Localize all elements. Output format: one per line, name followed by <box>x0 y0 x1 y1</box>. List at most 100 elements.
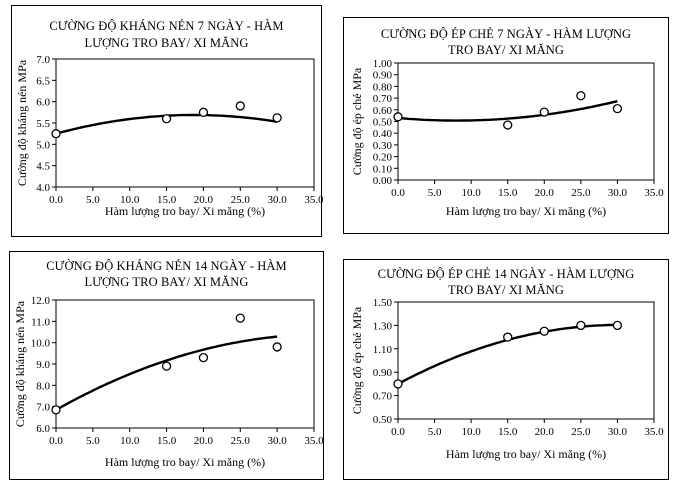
chart-title-line-1: CƯỜNG ĐỘ ÉP CHẺ 7 NGÀY - HÀM LƯỢNG <box>380 27 632 41</box>
y-tick-label: 4.5 <box>36 161 50 173</box>
x-tick-label: 15.0 <box>157 194 177 206</box>
y-tick-label: 0.00 <box>373 175 393 187</box>
y-axis-label: Cường độ kháng nén MPa <box>13 300 27 427</box>
plot-area <box>55 58 315 188</box>
x-tick-label: 5.0 <box>86 194 100 206</box>
x-tick-label: 30.0 <box>608 187 628 199</box>
y-tick-label: 1.30 <box>373 320 393 332</box>
data-point <box>503 120 513 130</box>
chart-title-line-2: TRO BAY/ XI MĂNG <box>447 283 565 297</box>
data-point <box>198 107 209 117</box>
y-tick-label: 10.0 <box>31 338 51 350</box>
x-tick-label: 5.0 <box>428 426 442 438</box>
x-tick-label: 15.0 <box>498 426 518 438</box>
chart-panel-compressive-14day: CƯỜNG ĐỘ KHÁNG NÉN 14 NGÀY - HÀM LƯỢNG T… <box>9 251 324 480</box>
x-tick-label: 30.0 <box>268 194 288 206</box>
data-point <box>576 91 586 101</box>
chart-title-line-2: LƯỢNG TRO BAY/ XI MĂNG <box>84 36 249 50</box>
y-tick-label: 0.60 <box>373 105 393 117</box>
chart-title-line-1: CƯỜNG ĐỘ KHÁNG NÉN 14 NGÀY - HÀM <box>46 259 287 273</box>
data-point <box>272 113 282 123</box>
x-tick-label: 30.0 <box>268 435 288 447</box>
x-tick-label: 35.0 <box>304 435 324 447</box>
x-tick-label: 0.0 <box>391 187 405 199</box>
plot-area <box>397 301 655 420</box>
x-tick-label: 25.0 <box>571 187 591 199</box>
y-tick-label: 9.0 <box>36 359 50 371</box>
y-tick-label: 5.0 <box>36 139 50 151</box>
y-tick-label: 0.20 <box>373 152 393 164</box>
x-tick-label: 25.0 <box>571 426 591 438</box>
trend-line <box>55 335 278 411</box>
x-tick-label: 35.0 <box>644 187 664 199</box>
data-point <box>393 112 403 122</box>
x-tick-label: 5.0 <box>86 435 100 447</box>
y-tick-label: 1.00 <box>373 58 393 70</box>
x-tick-label: 0.0 <box>49 435 63 447</box>
y-tick-label: 12.0 <box>31 295 51 307</box>
chart-panel-splitting-7day: CƯỜNG ĐỘ ÉP CHẺ 7 NGÀY - HÀM LƯỢNG TRO B… <box>343 17 669 234</box>
y-axis-label: Cường độ ép chẻ MPa <box>350 67 364 175</box>
data-point <box>503 332 513 342</box>
y-tick-label: 0.30 <box>373 140 393 152</box>
data-point <box>539 107 549 117</box>
x-axis-label: Hàm lượng tro bay/ Xi măng (%) <box>105 455 265 469</box>
x-axis-label: Hàm lượng tro bay/ Xi măng (%) <box>105 204 265 218</box>
plot-area <box>397 62 655 181</box>
data-point <box>612 320 623 331</box>
y-tick-label: 0.50 <box>373 117 393 129</box>
x-tick-label: 15.0 <box>157 435 177 447</box>
x-tick-label: 25.0 <box>231 435 251 447</box>
data-point <box>272 342 282 352</box>
chart-title-line-2: LƯỢNG TRO BAY/ XI MĂNG <box>84 275 249 289</box>
chart-panel-compressive-7day: CƯỜNG ĐỘ KHÁNG NÉN 7 NGÀY - HÀM LƯỢNG TR… <box>11 5 323 237</box>
chart-title-line-2: TRO BAY/ XI MĂNG <box>447 43 565 57</box>
y-axis-label: Cường độ kháng nén MPa <box>15 59 29 186</box>
y-tick-label: 8.0 <box>36 380 50 392</box>
x-tick-label: 15.0 <box>498 187 518 199</box>
y-tick-label: 0.90 <box>373 367 393 379</box>
y-tick-label: 6.0 <box>36 423 50 435</box>
chart-title-line-1: CƯỜNG ĐỘ KHÁNG NÉN 7 NGÀY - HÀM <box>49 19 284 33</box>
y-tick-label: 7.0 <box>36 402 50 414</box>
data-point <box>612 103 623 114</box>
data-point <box>235 313 245 323</box>
data-point <box>393 379 403 389</box>
y-tick-label: 0.70 <box>373 391 393 403</box>
x-tick-label: 20.0 <box>194 194 214 206</box>
x-tick-label: 10.0 <box>462 426 482 438</box>
x-tick-label: 20.0 <box>535 187 555 199</box>
y-tick-label: 5.5 <box>36 118 50 130</box>
chart-plot: 0.50 0.70 0.90 1.10 1.30 1.50 0.0 5.0 10.0 15.0 20… <box>350 297 664 461</box>
x-tick-label: 35.0 <box>304 194 323 206</box>
y-tick-label: 0.80 <box>373 81 393 93</box>
y-tick-label: 0.70 <box>373 93 393 105</box>
x-tick-label: 0.0 <box>49 194 63 206</box>
x-axis-label: Hàm lượng tro bay/ Xi măng (%) <box>446 204 606 218</box>
chart-panel-splitting-14day: CƯỜNG ĐỘ ÉP CHẺ 14 NGÀY - HÀM LƯỢNG TRO … <box>343 259 669 480</box>
x-tick-label: 20.0 <box>535 426 555 438</box>
x-tick-label: 10.0 <box>120 435 140 447</box>
y-axis-label: Cường độ ép chẻ MPa <box>350 306 364 414</box>
data-point <box>51 129 61 139</box>
data-point <box>198 352 209 363</box>
y-tick-label: 0.10 <box>373 163 393 175</box>
data-point <box>235 101 245 111</box>
y-tick-label: 1.50 <box>373 297 393 309</box>
plot-area <box>55 299 315 429</box>
x-tick-label: 10.0 <box>462 187 482 199</box>
x-tick-label: 0.0 <box>391 426 405 438</box>
y-tick-label: 0.90 <box>373 70 393 82</box>
x-axis-label: Hàm lượng tro bay/ Xi măng (%) <box>446 447 606 461</box>
y-tick-label: 11.0 <box>31 316 50 328</box>
x-tick-label: 25.0 <box>231 194 251 206</box>
chart-plot: 6.0 7.0 8.0 9.0 10.0 11.0 12.0 0.0 5.0 10.0 15.0 20… <box>13 295 324 469</box>
y-tick-label: 0.40 <box>373 128 393 140</box>
x-tick-label: 35.0 <box>644 426 664 438</box>
y-tick-label: 6.5 <box>36 75 50 87</box>
x-tick-label: 10.0 <box>120 194 140 206</box>
y-tick-label: 1.10 <box>373 344 393 356</box>
data-point <box>539 326 549 336</box>
y-tick-label: 0.50 <box>373 414 393 426</box>
x-tick-label: 5.0 <box>428 187 442 199</box>
